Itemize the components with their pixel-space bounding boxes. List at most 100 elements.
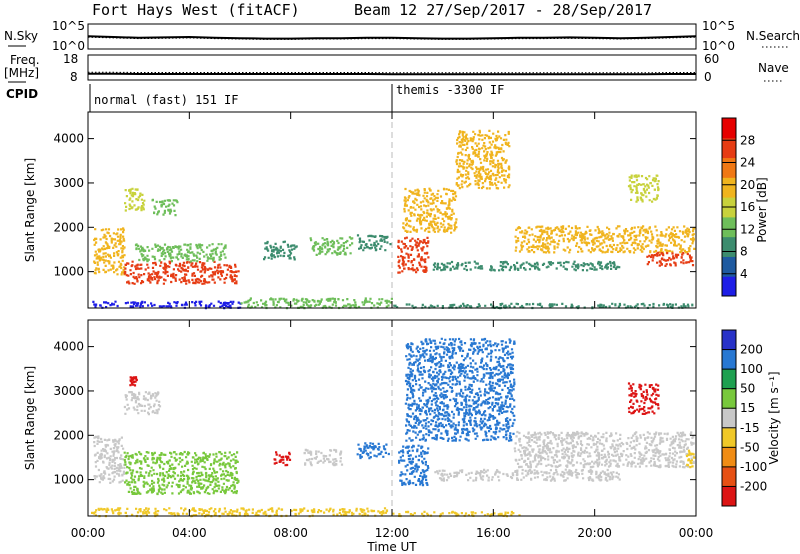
- x-tick-label: 00:00: [71, 526, 106, 540]
- y-tick-label: 3000: [53, 384, 84, 398]
- colorbar-swatch: [722, 137, 736, 159]
- power-colorbar: 4 8 12 16 20 24 28: [721, 117, 755, 297]
- freq-tick-top: 18: [63, 52, 78, 66]
- nsky-trace: [87, 35, 697, 40]
- y-tick-label: 4000: [53, 340, 84, 354]
- power-region-15: [514, 225, 696, 254]
- colorbar-swatch: [722, 486, 736, 507]
- time-axis: 00:00 04:00 08:00 12:00 16:00 20:00 00:00: [71, 112, 714, 540]
- nsky-label: N.Sky: [4, 29, 38, 43]
- power-scatter: [92, 129, 696, 310]
- colorbar-swatch: [722, 330, 736, 351]
- power-region-1: [240, 297, 393, 310]
- y-tick-label: 4000: [53, 132, 84, 146]
- velocity-colorbar-tick-label: -50: [740, 440, 760, 454]
- velocity-colorbar-tick-label: -100: [740, 460, 767, 474]
- velocity-region-11: [434, 468, 621, 482]
- velocity-region-5: [123, 450, 240, 496]
- power-y-axis: 1000 2000 3000 4000: [53, 132, 696, 279]
- y-tick-label: 1000: [53, 473, 84, 487]
- colorbar-swatch: [722, 118, 736, 139]
- colorbar-swatch: [722, 447, 736, 468]
- power-colorbar-tick-label: 12: [740, 222, 755, 236]
- power-ylabel: Slant Range [km]: [23, 158, 37, 262]
- power-colorbar-tick-label: 24: [740, 156, 755, 170]
- power-colorbar-tick-label: 4: [740, 267, 748, 281]
- x-tick-label: 04:00: [172, 526, 207, 540]
- power-colorbar-label: Power [dB]: [755, 177, 769, 242]
- power-colorbar-tick-label: 8: [740, 245, 748, 259]
- velocity-colorbar-tick-label: 100: [740, 362, 763, 376]
- colorbar-swatch: [722, 276, 736, 297]
- velocity-region-6: [273, 451, 292, 467]
- figure-title-station: Fort Hays West (fitACF): [92, 1, 300, 19]
- velocity-colorbar-tick-label: 15: [740, 401, 755, 415]
- nsky-tick-bottom: 10^0: [52, 39, 85, 53]
- colorbar-swatch: [722, 157, 736, 178]
- freq-unit-label: [MHz]: [4, 66, 39, 80]
- velocity-y-axis: 1000 2000 3000 4000: [53, 340, 696, 487]
- power-region-6: [123, 260, 240, 285]
- colorbar-swatch: [722, 216, 736, 238]
- colorbar-swatch: [722, 388, 736, 409]
- power-region-14: [432, 260, 621, 272]
- y-tick-label: 2000: [53, 220, 84, 234]
- colorbar-swatch: [722, 256, 736, 277]
- colorbar-swatch: [722, 349, 736, 370]
- velocity-region-12: [513, 430, 695, 469]
- colorbar-swatch: [722, 177, 736, 198]
- power-region-3: [93, 227, 126, 276]
- velocity-region-7: [303, 448, 344, 467]
- power-region-7: [134, 243, 227, 263]
- nave-line: [88, 71, 696, 74]
- power-region-10: [356, 234, 392, 252]
- colorbar-swatch: [722, 466, 736, 487]
- velocity-colorbar-tick-label: 200: [740, 343, 763, 357]
- nsky-tick-top: 10^5: [52, 19, 85, 33]
- freq-label: Freq.: [10, 53, 40, 67]
- x-tick-label: 00:00: [679, 526, 714, 540]
- colorbar-swatch: [722, 369, 736, 390]
- nsearch-tick-top: 10^5: [702, 19, 735, 33]
- figure-title-beam-date: Beam 12 27/Sep/2017 - 28/Sep/2017: [354, 1, 652, 19]
- nsky-line: [87, 35, 697, 40]
- velocity-region-8: [356, 442, 390, 460]
- velocity-region-10: [404, 337, 516, 442]
- colorbar-swatch: [722, 236, 736, 257]
- power-region-13: [455, 129, 511, 190]
- freq-trace: [88, 71, 696, 76]
- power-colorbar-tick-label: 28: [740, 133, 755, 147]
- time-axis-label: Time UT: [366, 540, 417, 554]
- cpid-segment-2: themis -3300 IF: [396, 83, 504, 97]
- x-tick-label: 08:00: [273, 526, 308, 540]
- y-tick-label: 3000: [53, 176, 84, 190]
- x-tick-label: 20:00: [577, 526, 612, 540]
- velocity-region-3: [123, 391, 162, 416]
- velocity-region-13: [627, 382, 660, 415]
- nsearch-tick-bottom: 10^0: [702, 39, 735, 53]
- velocity-colorbar: 200 100 50 15 -15 -50 -100 -200: [721, 329, 767, 507]
- velocity-region-14: [685, 449, 696, 469]
- velocity-region-9: [398, 444, 430, 487]
- power-colorbar-tick-label: 16: [740, 200, 755, 214]
- power-region-0: [92, 300, 242, 310]
- velocity-region-0: [91, 507, 389, 518]
- freq-line: [88, 72, 696, 76]
- power-region-8: [263, 240, 298, 261]
- power-region-17: [646, 251, 695, 267]
- power-region-9: [309, 236, 354, 256]
- nave-label: Nave: [758, 61, 789, 75]
- power-region-16: [627, 174, 660, 203]
- cpid-label: CPID: [6, 87, 38, 101]
- velocity-ylabel: Slant Range [km]: [23, 366, 37, 470]
- power-region-12: [402, 187, 458, 234]
- freq-panel-frame: [87, 54, 697, 81]
- velocity-colorbar-tick-label: -200: [740, 479, 767, 493]
- nsearch-label: N.Search: [746, 29, 800, 43]
- nave-tick-bottom: 0: [704, 70, 712, 84]
- power-colorbar-tick-label: 20: [740, 178, 755, 192]
- colorbar-frame: [721, 329, 737, 507]
- power-region-5: [151, 198, 179, 217]
- freq-tick-bottom: 8: [70, 70, 78, 84]
